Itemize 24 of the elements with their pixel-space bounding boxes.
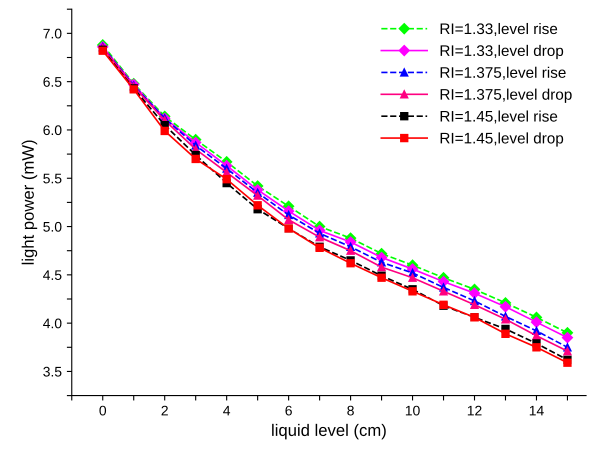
x-tick-label: 14 (530, 406, 544, 416)
legend-label: RI=1.45,level drop (440, 132, 564, 147)
y-axis-title: light power (mW) (22, 140, 38, 264)
x-tick-label: 0 (99, 406, 106, 416)
y-tick-label: 5.0 (43, 222, 62, 232)
y-tick-label: 4.0 (43, 318, 62, 328)
y-tick-label: 6.5 (43, 76, 62, 87)
x-tick-label: 2 (162, 406, 168, 416)
x-tick-label: 6 (285, 406, 292, 416)
y-tick-label: 6.0 (43, 125, 62, 136)
x-tick-label: 8 (347, 406, 354, 416)
y-tick-label: 3.5 (43, 366, 62, 377)
y-tick-label: 4.5 (43, 270, 62, 280)
legend-label: RI=1.33,level rise (440, 22, 558, 36)
legend-label: RI=1.375,level drop (440, 88, 572, 103)
legend-label: RI=1.375,level rise (440, 66, 566, 80)
x-tick-label: 4 (223, 406, 230, 416)
x-axis-title: liquid level (cm) (272, 424, 386, 440)
y-tick-label: 5.5 (43, 174, 62, 184)
legend-label: RI=1.33,level drop (440, 44, 564, 60)
legend-label: RI=1.45,level rise (440, 110, 558, 124)
y-tick-label: 7.0 (43, 28, 62, 39)
x-tick-label: 10 (406, 406, 420, 416)
x-tick-label: 12 (468, 406, 482, 416)
